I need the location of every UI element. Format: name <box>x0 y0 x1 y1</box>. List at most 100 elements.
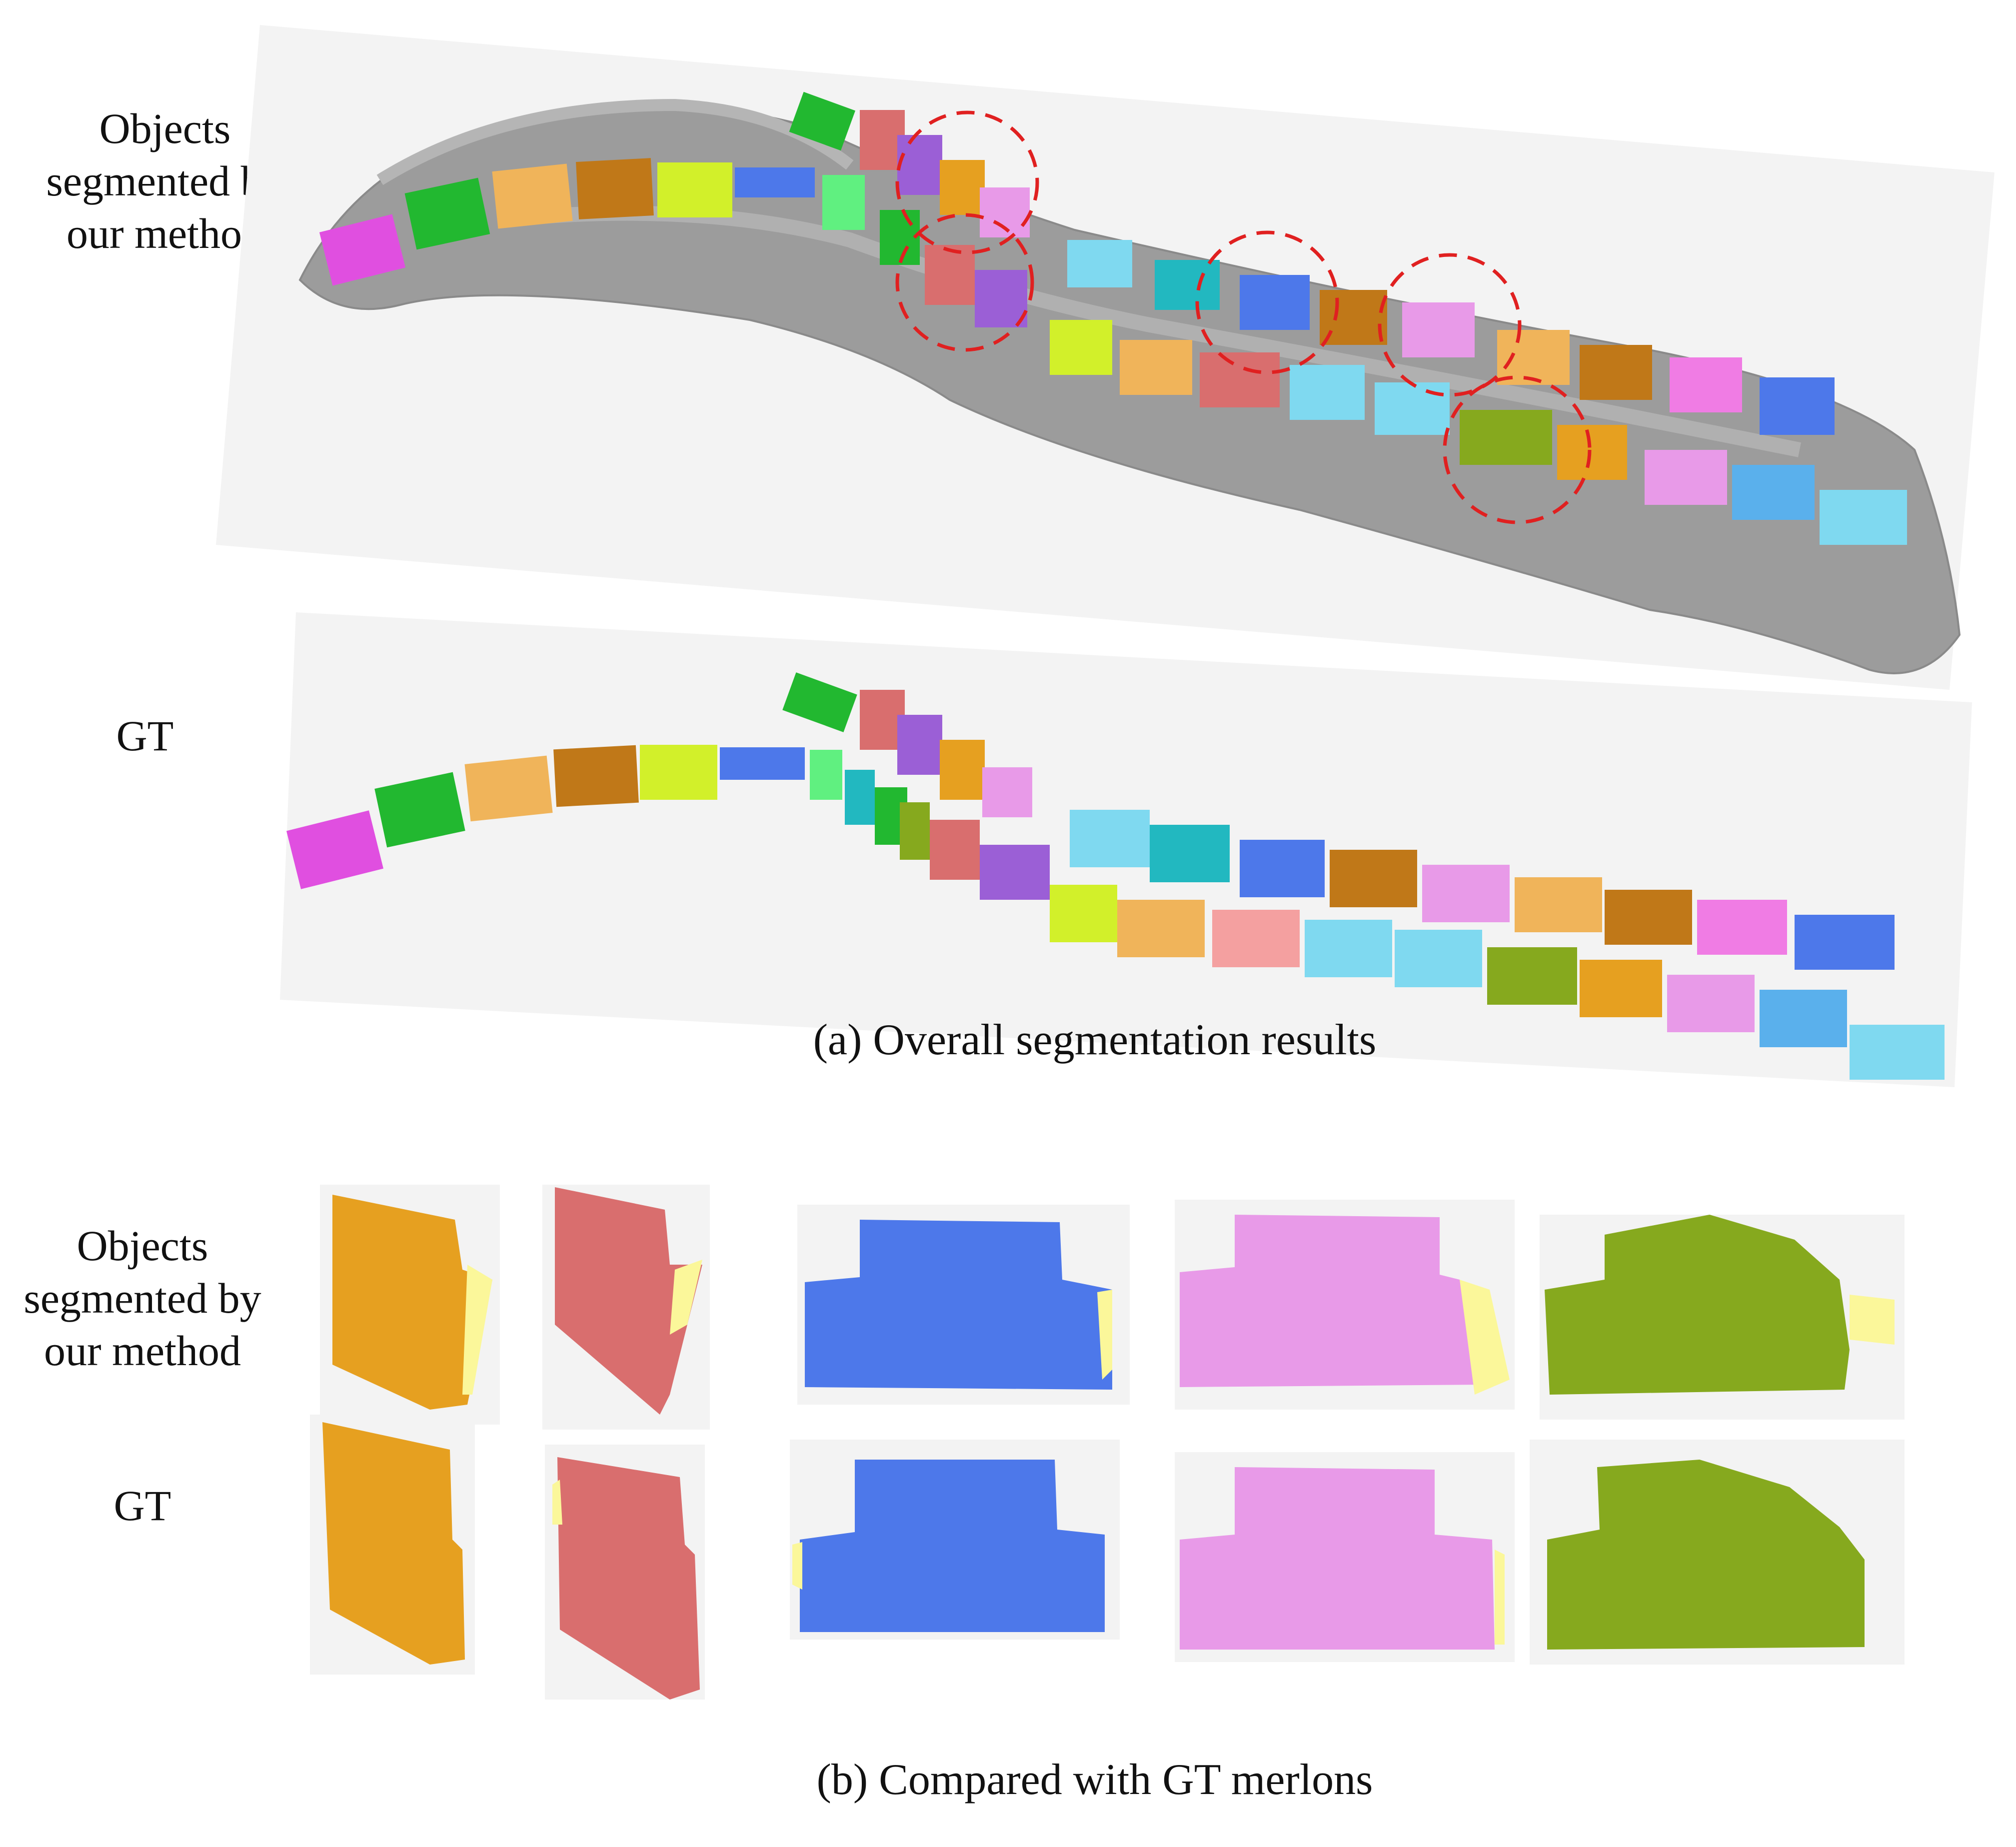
merlon <box>1670 357 1742 412</box>
merlon <box>982 767 1032 817</box>
highlight-circle <box>895 110 1039 254</box>
merlon <box>1070 810 1150 867</box>
merlon <box>1395 930 1482 987</box>
merlon <box>576 158 654 219</box>
merlon <box>1150 825 1230 882</box>
merlon <box>1667 975 1755 1032</box>
caption-b: (b) Compared with GT merlons <box>816 1756 1373 1804</box>
row-label-ours-a: Objects segmented by our method <box>46 104 283 257</box>
merlon <box>1402 302 1475 357</box>
merlon <box>492 163 573 229</box>
row-label-ours-b: Objects segmented by our method <box>23 1222 261 1375</box>
merlon <box>1240 840 1325 897</box>
closeup-merlon-blue <box>800 1460 1105 1632</box>
caption-a: (a) Overall segmentation results <box>813 1016 1377 1064</box>
merlon <box>975 270 1027 327</box>
merlon <box>1050 320 1112 375</box>
merlon <box>1732 465 1815 520</box>
merlon <box>720 747 805 780</box>
merlon <box>1320 290 1387 345</box>
merlons-ours <box>319 91 1907 545</box>
merlon <box>822 175 865 230</box>
closeup-residual <box>1495 1550 1505 1645</box>
highlight-circle <box>1378 253 1522 397</box>
merlon <box>897 715 942 775</box>
closeup-merlon-orange <box>332 1195 492 1410</box>
closeups-ours <box>320 1185 1905 1430</box>
closeup-residual <box>462 1265 492 1395</box>
merlon <box>880 210 920 265</box>
merlon <box>940 160 985 215</box>
merlon <box>1820 490 1907 545</box>
merlon <box>1200 352 1280 407</box>
merlon <box>1460 410 1552 465</box>
merlon <box>925 245 975 305</box>
merlon <box>782 672 857 732</box>
merlon <box>735 167 815 197</box>
closeup-residual <box>1097 1290 1112 1380</box>
merlon <box>1155 260 1220 310</box>
merlon <box>1697 900 1787 955</box>
merlon <box>1497 330 1570 385</box>
merlon <box>1240 275 1310 330</box>
highlight-circle <box>1195 230 1339 374</box>
merlon <box>1487 947 1577 1005</box>
merlon <box>845 770 875 825</box>
closeup-merlon-orange <box>322 1422 465 1665</box>
merlon <box>810 750 842 800</box>
merlon <box>1305 920 1392 977</box>
merlon <box>1212 910 1300 967</box>
merlon <box>1290 365 1365 420</box>
panel-ours-overall <box>216 25 1995 690</box>
merlon <box>640 745 717 800</box>
merlon <box>464 755 553 822</box>
closeup-merlon-pink <box>1180 1215 1482 1387</box>
closeup-residual <box>552 1480 562 1525</box>
merlon <box>940 740 985 800</box>
merlon <box>897 135 942 195</box>
merlon <box>1760 377 1835 435</box>
merlon <box>1330 850 1417 907</box>
merlon <box>900 802 930 860</box>
row-label-gt-a: GT <box>116 712 174 760</box>
merlon <box>1067 240 1132 287</box>
closeup-residual <box>670 1260 702 1335</box>
closeup-merlon-pink <box>1180 1467 1495 1650</box>
merlon <box>980 845 1050 900</box>
merlon <box>1760 990 1847 1047</box>
merlon <box>553 745 639 807</box>
closeup-merlon-green <box>1545 1215 1850 1395</box>
merlon <box>319 214 406 286</box>
panel-gt-overall <box>280 612 1972 1087</box>
highlight-circles <box>895 110 1592 524</box>
closeup-merlon-salmon <box>557 1457 700 1700</box>
highlight-circle <box>1443 375 1592 524</box>
merlon <box>1515 877 1602 932</box>
merlon <box>1050 885 1117 942</box>
row-label-gt-b: GT <box>113 1482 171 1530</box>
merlon <box>1117 900 1205 957</box>
closeup-residual <box>792 1542 802 1590</box>
merlon <box>1422 865 1510 922</box>
closeup-merlon-blue <box>805 1220 1112 1390</box>
merlon <box>789 91 856 151</box>
merlon <box>1120 340 1192 395</box>
merlon <box>1557 425 1627 480</box>
closeup-merlon-green <box>1547 1460 1865 1650</box>
merlon <box>1850 1025 1945 1080</box>
merlon <box>657 162 732 217</box>
merlon <box>1375 382 1450 435</box>
merlon <box>374 772 465 848</box>
merlon <box>404 177 490 250</box>
closeup-residual <box>1460 1280 1510 1395</box>
closeup-merlon-salmon <box>555 1187 702 1415</box>
merlon <box>1795 915 1895 970</box>
merlon <box>1605 890 1692 945</box>
merlon <box>930 820 980 880</box>
closeup-residual <box>1850 1295 1895 1345</box>
merlons-gt <box>286 672 1945 1080</box>
merlon <box>1645 450 1727 505</box>
merlon <box>1580 345 1652 400</box>
closeups-gt <box>310 1415 1905 1700</box>
